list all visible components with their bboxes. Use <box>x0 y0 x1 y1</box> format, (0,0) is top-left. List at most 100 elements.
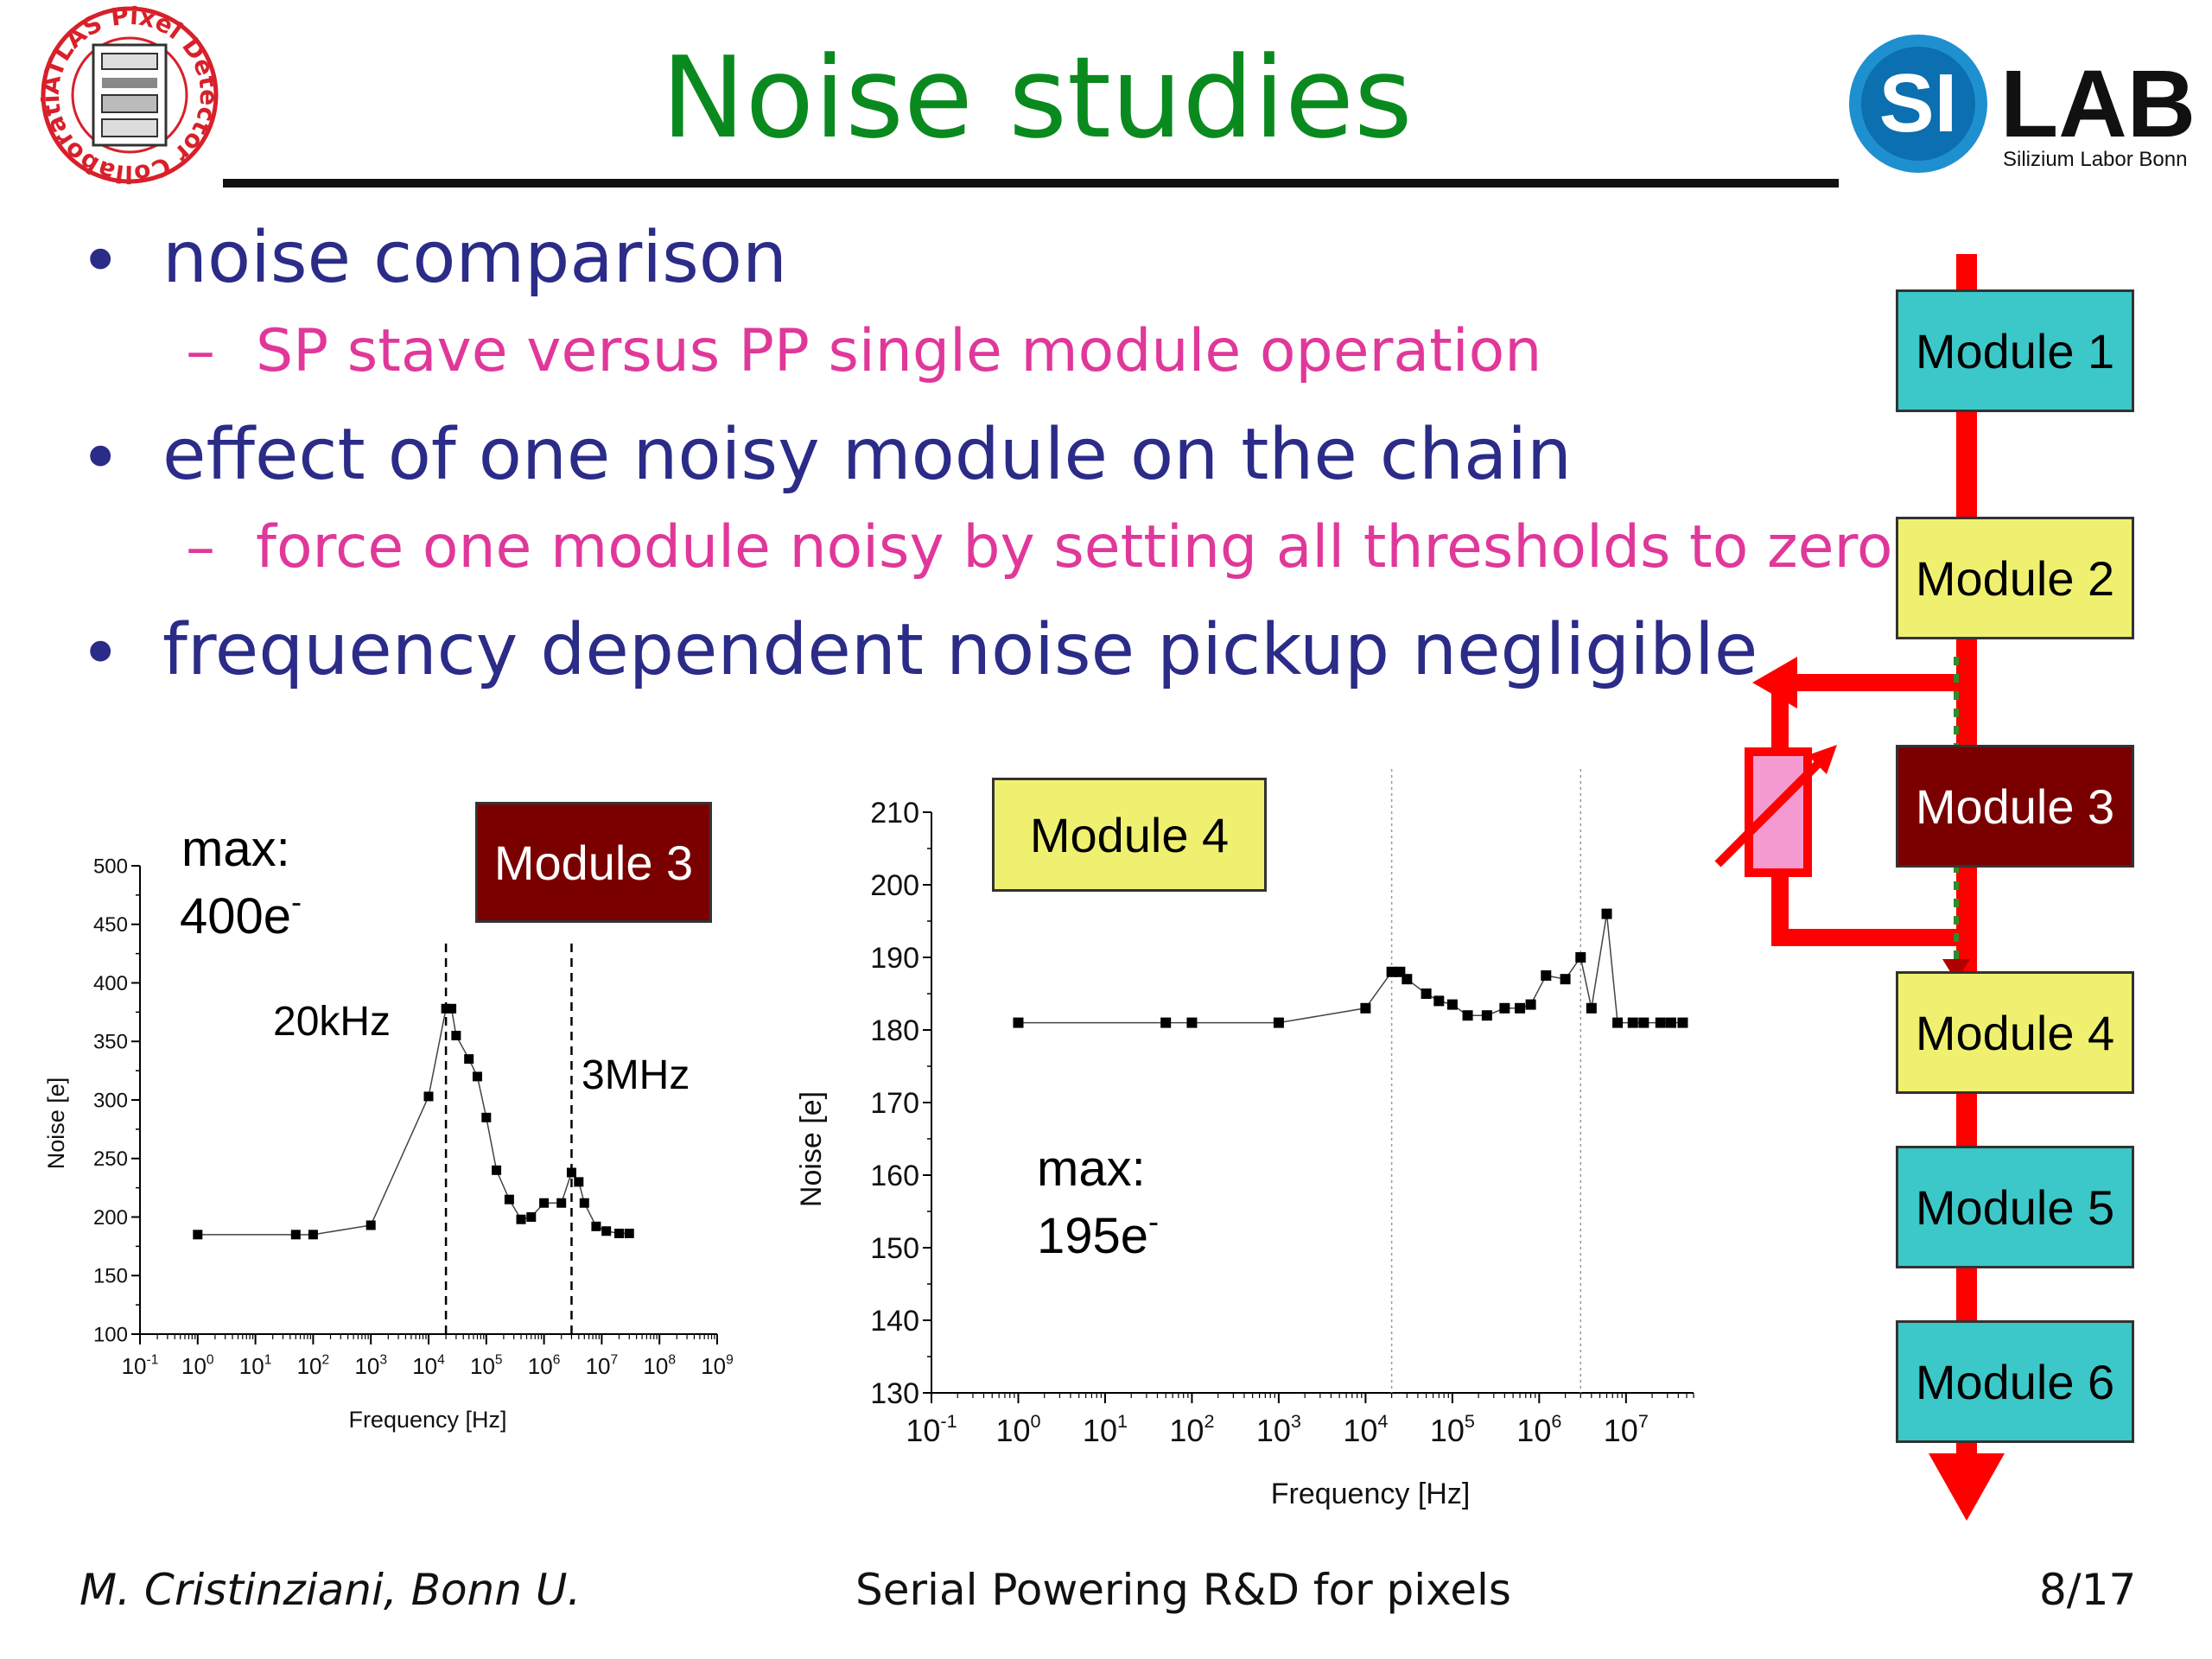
data-point <box>193 1230 203 1240</box>
chart1-xlabel: Frequency [Hz] <box>348 1407 506 1433</box>
chain-module-1: Module 1 <box>1896 289 2134 412</box>
chart1-max-label: max: <box>181 821 290 877</box>
data-point <box>1515 1002 1526 1014</box>
sub-dash: – <box>186 513 215 582</box>
sub-dash: – <box>186 317 215 385</box>
data-point <box>1386 966 1397 977</box>
data-point <box>1421 988 1432 999</box>
logo-subtitle: Silizium Labor Bonn <box>2003 148 2187 171</box>
data-point <box>1186 1017 1198 1028</box>
down-arrow-small <box>1942 959 1970 982</box>
data-point <box>1525 999 1536 1010</box>
chart2-module-label: Module 4 <box>992 778 1267 892</box>
y-tick-label: 190 <box>870 942 919 975</box>
chart2-max-label: max: <box>1037 1141 1146 1197</box>
data-point <box>1402 974 1413 985</box>
data-point <box>481 1112 492 1122</box>
data-point <box>1499 1002 1510 1014</box>
x-tick-label: 108 <box>643 1352 676 1379</box>
x-tick-label: 107 <box>586 1352 619 1379</box>
data-point <box>1586 1002 1597 1014</box>
resistor-adjust-arrow <box>1714 750 1832 868</box>
data-point <box>423 1091 434 1102</box>
y-tick-label: 200 <box>870 869 919 902</box>
data-point <box>624 1228 634 1238</box>
bullet-marker: • <box>79 613 122 695</box>
sub-sp-vs-pp: SP stave versus PP single module operati… <box>256 317 1542 385</box>
data-point <box>614 1228 625 1238</box>
x-tick-label: 100 <box>181 1352 214 1379</box>
x-tick-label: 10-1 <box>906 1410 957 1448</box>
y-tick-label: 300 <box>93 1089 128 1112</box>
y-tick-label: 210 <box>870 797 919 830</box>
chart1-module-label: Module 3 <box>475 802 712 923</box>
x-tick-label: 101 <box>1083 1410 1128 1448</box>
y-tick-label: 150 <box>870 1232 919 1265</box>
chart1-annotation-3mhz: 3MHz <box>582 1052 690 1098</box>
y-tick-label: 150 <box>93 1265 128 1288</box>
bullet-marker: • <box>79 220 122 302</box>
y-tick-label: 100 <box>93 1323 128 1346</box>
data-point <box>1612 1017 1624 1028</box>
x-tick-label: 104 <box>412 1352 445 1379</box>
title-divider <box>223 179 1839 188</box>
x-tick-label: 101 <box>239 1352 272 1379</box>
chart2-max-sup: - <box>1148 1204 1159 1239</box>
data-point <box>308 1230 318 1240</box>
bullet-marker: • <box>79 417 122 499</box>
atlas-pixel-logo: ATLAS Pixel Detector Collaboration <box>26 0 225 190</box>
data-point <box>539 1198 550 1208</box>
silab-logo: SI LAB Silizium Labor Bonn <box>1849 35 2212 181</box>
chart1-max-value: 400e <box>180 888 291 944</box>
y-tick-label: 500 <box>93 855 128 878</box>
data-point <box>492 1165 502 1175</box>
x-tick-label: 102 <box>297 1352 330 1379</box>
data-point <box>1481 1010 1492 1021</box>
y-tick-label: 160 <box>870 1160 919 1192</box>
chain-module-3: Module 3 <box>1896 745 2134 868</box>
data-point <box>290 1230 301 1240</box>
bullet-noisy-module-effect: effect of one noisy module on the chain <box>162 414 1572 496</box>
x-tick-label: 105 <box>470 1352 503 1379</box>
x-tick-label: 10-1 <box>122 1352 159 1379</box>
chain-module-2: Module 2 <box>1896 517 2134 639</box>
data-point <box>1638 1017 1649 1028</box>
data-point <box>1541 970 1552 981</box>
bullet-noise-comparison: noise comparison <box>162 217 787 299</box>
data-point <box>1433 995 1445 1007</box>
y-tick-label: 140 <box>870 1305 919 1338</box>
svg-text:400e-: 400e- <box>180 884 302 944</box>
x-tick-label: 106 <box>1516 1410 1561 1448</box>
y-tick-label: 130 <box>870 1377 919 1410</box>
data-point <box>365 1220 376 1230</box>
x-tick-label: 109 <box>701 1352 734 1379</box>
footer-page-number: 8/17 <box>2039 1565 2137 1615</box>
data-point <box>1601 908 1612 919</box>
data-point <box>447 1003 457 1014</box>
data-point <box>1360 1002 1371 1014</box>
data-point <box>1446 999 1458 1010</box>
data-point <box>504 1194 514 1205</box>
svg-text:195e-: 195e- <box>1037 1204 1159 1264</box>
chart2-ylabel: Noise [e] <box>795 1091 828 1207</box>
data-point <box>1273 1017 1284 1028</box>
data-line <box>1018 913 1683 1024</box>
y-tick-label: 200 <box>93 1206 128 1230</box>
x-tick-label: 106 <box>528 1352 561 1379</box>
chart-module3-noise: 500 450 400 350 300 250 200 150 100 10-1 100 101 10… <box>43 821 734 1433</box>
data-point <box>1627 1017 1638 1028</box>
sub-force-noisy: force one module noisy by setting all th… <box>256 513 1893 582</box>
data-point <box>566 1167 576 1178</box>
x-tick-label: 107 <box>1604 1410 1649 1448</box>
data-point <box>451 1030 461 1040</box>
data-point <box>574 1177 584 1187</box>
data-point <box>472 1071 482 1082</box>
chart2-xlabel: Frequency [Hz] <box>1271 1478 1471 1510</box>
y-tick-label: 250 <box>93 1147 128 1171</box>
data-point <box>579 1198 589 1208</box>
data-point <box>1677 1017 1688 1028</box>
x-tick-label: 103 <box>1256 1410 1301 1448</box>
y-tick-label: 450 <box>93 913 128 937</box>
resistor-arrow-head <box>1808 745 1837 774</box>
x-tick-label: 105 <box>1430 1410 1475 1448</box>
